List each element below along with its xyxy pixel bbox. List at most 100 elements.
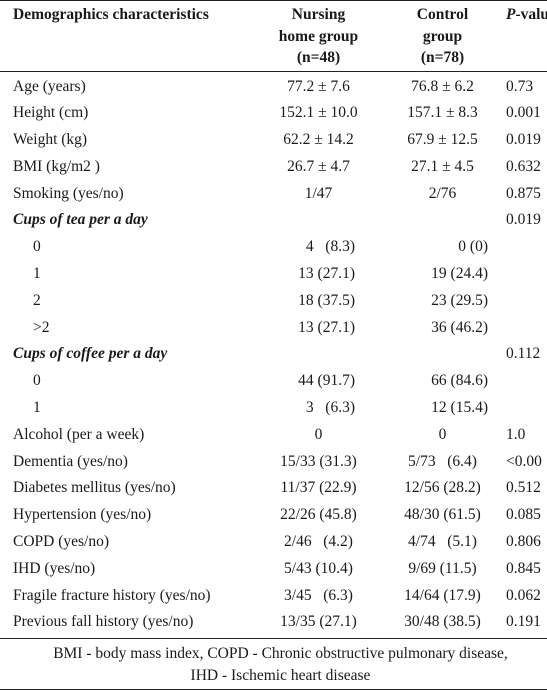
row-label: Dementia (yes/no) — [13, 452, 128, 470]
table-row: 1 13 (27.1) 19 (24.4) — [0, 261, 547, 288]
p-value: 0.019 — [506, 131, 541, 149]
control-value: 12/56 (28.2) — [404, 479, 481, 497]
table-row: 0 4 (8.3) 0 (0) — [0, 234, 547, 261]
nursing-home-value: 2/46 (4.2) — [284, 533, 353, 551]
control-value: 67.9 ± 12.5 — [407, 131, 478, 149]
p-value — [505, 315, 547, 342]
p-value: 0.085 — [506, 506, 541, 524]
table-footer: BMI - body mass index, COPD - Chronic ob… — [0, 638, 547, 690]
nursing-home-value: 3/45 (6.3) — [284, 586, 353, 604]
nursing-home-value — [257, 207, 380, 234]
control-value: 36 (46.2) — [431, 318, 488, 336]
p-value: 0.001 — [506, 104, 541, 122]
control-value: 12 (15.4) — [431, 399, 488, 417]
nursing-home-value: 13 (27.1) — [298, 265, 355, 283]
table-body: Age (years) 77.2 ± 7.6 76.8 ± 6.2 0.73 Heigh… — [0, 71, 547, 639]
nursing-home-value: 13 (27.1) — [298, 318, 355, 336]
header-nursing-n: (n=48) — [296, 49, 341, 66]
p-value: 0.112 — [506, 345, 541, 363]
nursing-home-value: 1/47 — [304, 184, 333, 202]
header-row: Demographics characteristics Nursing hom… — [0, 0, 547, 72]
footnote-line1: BMI - body mass index, COPD - Chronic ob… — [53, 645, 508, 663]
control-value: 157.1 ± 8.3 — [407, 104, 478, 122]
p-value: 0.73 — [506, 77, 534, 95]
row-label: Previous fall history (yes/no) — [13, 613, 194, 631]
p-value: 1.0 — [506, 425, 526, 443]
control-value: 48/30 (61.5) — [404, 506, 481, 524]
table-row: BMI (kg/m2 ) 26.7 ± 4.7 27.1 ± 4.5 0.632 — [0, 154, 547, 181]
header-p-suffix: -value — [515, 6, 547, 23]
control-value: 0 (0) — [458, 238, 488, 256]
row-label: Smoking (yes/no) — [13, 184, 124, 202]
p-value: 0.806 — [506, 533, 541, 551]
control-value: 76.8 ± 6.2 — [411, 77, 474, 95]
row-label: Alcohol (per a week) — [13, 425, 145, 443]
p-value — [505, 234, 547, 261]
control-value — [380, 341, 505, 368]
p-value — [505, 261, 547, 288]
nursing-home-value: 62.2 ± 14.2 — [283, 131, 354, 149]
p-value — [505, 368, 547, 395]
p-value: 0.845 — [506, 559, 541, 577]
row-label: Diabetes mellitus (yes/no) — [13, 479, 176, 497]
table-row: Dementia (yes/no) 15/33 (31.3) 5/73 (6.4) <… — [0, 449, 547, 476]
table-row: Hypertension (yes/no) 22/26 (45.8) 48/30 (… — [0, 502, 547, 529]
footnote-row: BMI - body mass index, COPD - Chronic ob… — [0, 638, 547, 690]
control-value: 4/74 (5.1) — [408, 533, 477, 551]
control-value: 66 (84.6) — [431, 372, 488, 390]
row-label: 0 — [33, 238, 41, 256]
p-value: 0.632 — [506, 157, 541, 175]
row-label: Cups of tea per a day — [13, 211, 148, 229]
table-row: Cups of tea per a day 0.019 — [0, 207, 547, 234]
table-row: Smoking (yes/no) 1/47 2/76 0.875 — [0, 181, 547, 208]
header-control-n: (n=78) — [420, 49, 465, 66]
table-row: Height (cm) 152.1 ± 10.0 157.1 ± 8.3 0.001 — [0, 100, 547, 127]
control-value: 19 (24.4) — [431, 265, 488, 283]
nursing-home-value: 11/37 (22.9) — [280, 479, 357, 497]
table-row: >2 13 (27.1) 36 (46.2) — [0, 315, 547, 342]
row-label: >2 — [33, 318, 50, 336]
control-value: 14/64 (17.9) — [404, 586, 481, 604]
table-row: Alcohol (per a week) 0 0 1.0 — [0, 422, 547, 449]
nursing-home-value: 18 (37.5) — [298, 291, 355, 309]
row-label: BMI (kg/m2 ) — [13, 157, 100, 175]
header-p-letter: P — [506, 6, 516, 23]
p-value: <0.00 — [506, 452, 542, 470]
row-label: 1 — [33, 399, 41, 417]
table-row: 1 3 (6.3) 12 (15.4) — [0, 395, 547, 422]
row-label: Cups of coffee per a day — [13, 345, 168, 363]
footnote-line2: IHD - Ischemic heart disease — [190, 666, 371, 684]
nursing-home-value: 3 (6.3) — [305, 399, 355, 417]
footnote: BMI - body mass index, COPD - Chronic ob… — [0, 639, 547, 690]
header-nursing-line1: Nursing — [291, 6, 346, 23]
control-value — [380, 207, 505, 234]
nursing-home-value: 77.2 ± 7.6 — [287, 77, 350, 95]
row-label: IHD (yes/no) — [13, 559, 96, 577]
control-value: 9/69 (11.5) — [408, 559, 477, 577]
row-label: Fragile fracture history (yes/no) — [13, 586, 211, 604]
p-value: 0.019 — [506, 211, 541, 229]
row-label: COPD (yes/no) — [13, 533, 110, 551]
control-value: 23 (29.5) — [431, 291, 488, 309]
table-row: Cups of coffee per a day 0.112 — [0, 341, 547, 368]
control-value: 30/48 (38.5) — [404, 613, 481, 631]
table-row: Previous fall history (yes/no) 13/35 (27.… — [0, 609, 547, 638]
row-label: Hypertension (yes/no) — [13, 506, 152, 524]
row-label: 0 — [33, 372, 41, 390]
nursing-home-value: 13/35 (27.1) — [280, 613, 357, 631]
nursing-home-value: 0 — [314, 425, 323, 443]
header-control-group: Control group (n=78) — [380, 1, 505, 72]
nursing-home-value: 15/33 (31.3) — [280, 452, 357, 470]
nursing-home-value: 22/26 (45.8) — [280, 506, 357, 524]
p-value — [505, 395, 547, 422]
table-row: Age (years) 77.2 ± 7.6 76.8 ± 6.2 0.73 — [0, 71, 547, 100]
nursing-home-value: 5/43 (10.4) — [284, 559, 353, 577]
p-value: 0.191 — [506, 613, 541, 631]
table-row: COPD (yes/no) 2/46 (4.2) 4/74 (5.1) 0.806 — [0, 529, 547, 556]
header-p-value: P-value — [505, 1, 547, 72]
table-row: IHD (yes/no) 5/43 (10.4) 9/69 (11.5) 0.845 — [0, 556, 547, 583]
nursing-home-value: 4 (8.3) — [305, 238, 355, 256]
row-label: Age (years) — [13, 77, 86, 95]
